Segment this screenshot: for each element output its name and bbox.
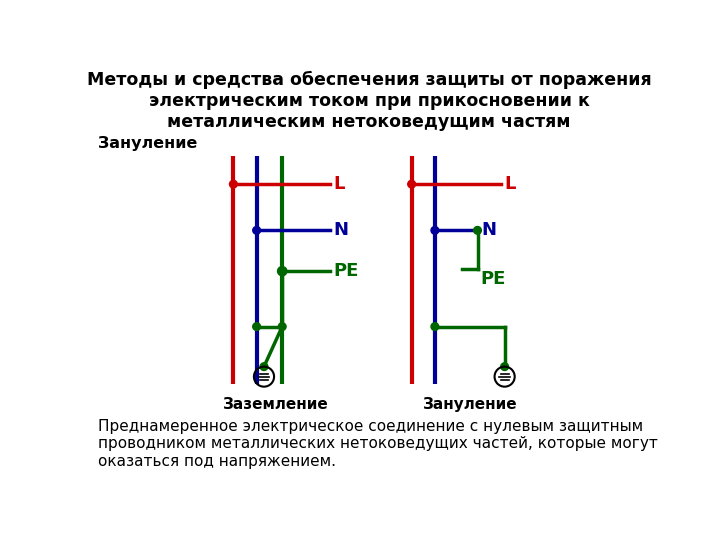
Circle shape	[474, 226, 482, 234]
Text: PE: PE	[481, 271, 506, 288]
Circle shape	[277, 267, 287, 276]
Text: N: N	[482, 221, 496, 239]
Text: L: L	[505, 175, 516, 193]
Circle shape	[500, 363, 508, 370]
Text: PE: PE	[333, 262, 359, 280]
Text: Преднамеренное электрическое соединение с нулевым защитным
проводником металличе: Преднамеренное электрическое соединение …	[98, 419, 657, 469]
Text: Методы и средства обеспечения защиты от поражения
электрическим током при прикос: Методы и средства обеспечения защиты от …	[86, 71, 652, 131]
Text: N: N	[333, 221, 348, 239]
Circle shape	[408, 180, 415, 188]
Circle shape	[260, 363, 268, 370]
Circle shape	[253, 323, 261, 330]
Circle shape	[279, 323, 286, 330]
Circle shape	[431, 323, 438, 330]
Circle shape	[431, 226, 438, 234]
Circle shape	[253, 226, 261, 234]
Circle shape	[230, 180, 238, 188]
Text: Зануление: Зануление	[423, 397, 517, 413]
Text: Зануление: Зануление	[98, 136, 197, 151]
Text: L: L	[333, 175, 345, 193]
Text: Заземление: Заземление	[223, 397, 329, 413]
